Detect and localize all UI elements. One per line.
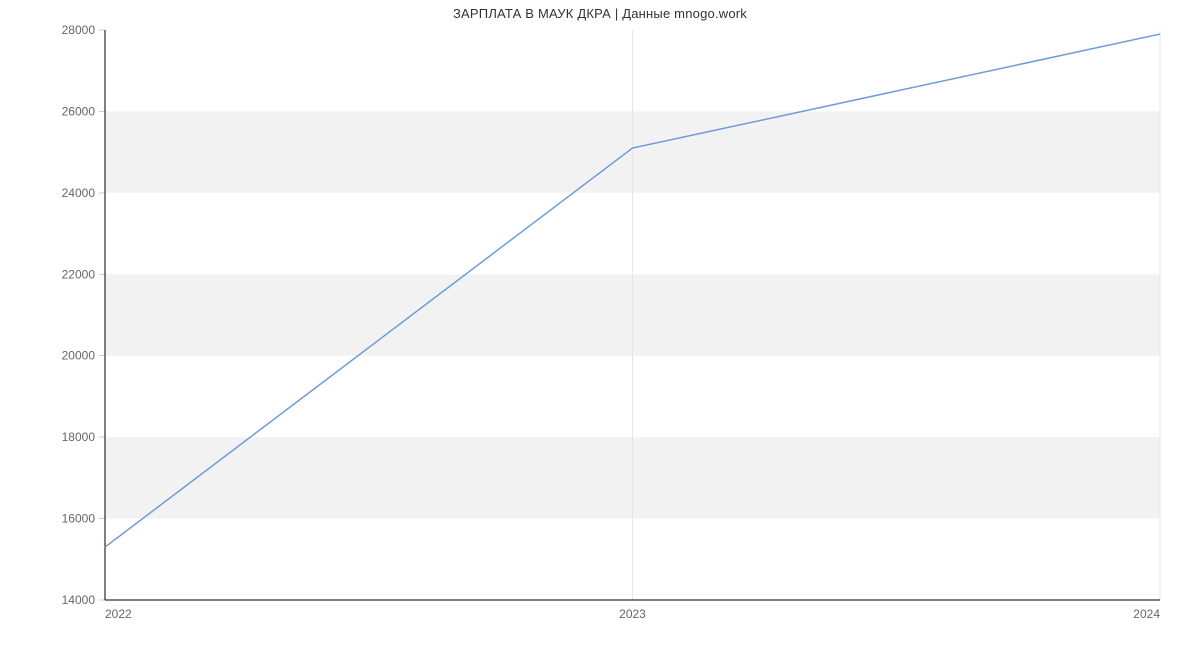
x-tick-label: 2024 bbox=[1133, 607, 1160, 621]
chart-title: ЗАРПЛАТА В МАУК ДКРА | Данные mnogo.work bbox=[0, 6, 1200, 21]
y-tick-label: 24000 bbox=[62, 186, 96, 200]
x-tick-label: 2022 bbox=[105, 607, 132, 621]
chart-plot-area: 14000 16000 18000 20000 22000 24000 26000 28000… bbox=[0, 0, 1200, 650]
line-chart: ЗАРПЛАТА В МАУК ДКРА | Данные mnogo.work… bbox=[0, 0, 1200, 650]
y-tick-label: 20000 bbox=[62, 349, 96, 363]
y-tick-label: 16000 bbox=[62, 512, 96, 526]
y-tick-label: 18000 bbox=[62, 430, 96, 444]
y-tick-label: 22000 bbox=[62, 267, 96, 281]
y-tick-label: 14000 bbox=[62, 593, 96, 607]
y-tick-label: 28000 bbox=[62, 23, 96, 37]
x-tick-label: 2023 bbox=[619, 607, 646, 621]
y-tick-label: 26000 bbox=[62, 104, 96, 118]
